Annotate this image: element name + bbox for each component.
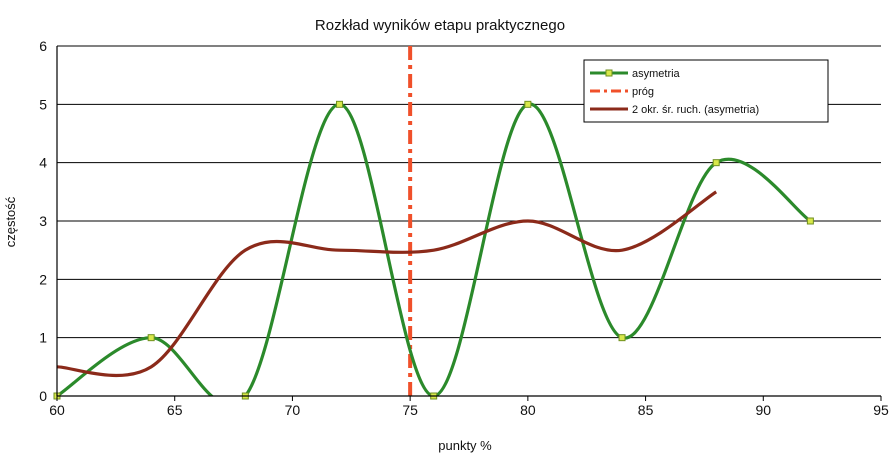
series-line-asymetria [57, 102, 812, 396]
legend-marker-0 [605, 69, 613, 77]
x-tick-label-70: 70 [285, 402, 301, 418]
point-asymetria-80 [524, 100, 532, 108]
y-axis-label: częstość [3, 196, 18, 247]
y-tick-label-1: 1 [39, 330, 47, 346]
y-tick-label-6: 6 [39, 38, 47, 54]
x-tick-label-90: 90 [755, 402, 771, 418]
x-tick-label-75: 75 [402, 402, 418, 418]
legend-label-1: próg [632, 86, 654, 98]
legend-box [583, 59, 829, 123]
x-tick-label-95: 95 [873, 402, 889, 418]
gridlines [57, 45, 881, 397]
point-asymetria-84 [618, 334, 626, 342]
point-asymetria-64 [147, 334, 155, 342]
x-axis-label: punkty % [438, 438, 492, 453]
chart-title: Rozkład wyników etapu praktycznego [315, 17, 565, 34]
y-tick-label-5: 5 [39, 96, 47, 112]
x-tick-label-65: 65 [167, 402, 183, 418]
point-asymetria-92 [806, 217, 814, 225]
y-tick-label-2: 2 [39, 271, 47, 287]
series-line-2-okr-r-ruch-asymetria [57, 190, 718, 378]
tick-labels: 0 1 2 3 4 5 6 60 65 70 75 80 85 90 95 [39, 38, 889, 418]
x-tick-label-60: 60 [49, 402, 65, 418]
y-tick-label-3: 3 [39, 213, 47, 229]
y-tick-label-4: 4 [39, 155, 47, 171]
point-asymetria-88 [712, 159, 720, 167]
x-tick-label-85: 85 [638, 402, 654, 418]
y-tick-label-0: 0 [39, 388, 47, 404]
legend: asymetria próg 2 okr. śr. ruch. (asymetria… [583, 59, 829, 123]
axes [56, 46, 882, 401]
point-asymetria-72 [336, 100, 344, 108]
series-layer [53, 100, 814, 400]
x-tick-label-80: 80 [520, 402, 536, 418]
legend-label-0: asymetria [632, 68, 681, 80]
legend-label-2: 2 okr. śr. ruch. (asymetria) [632, 104, 759, 116]
